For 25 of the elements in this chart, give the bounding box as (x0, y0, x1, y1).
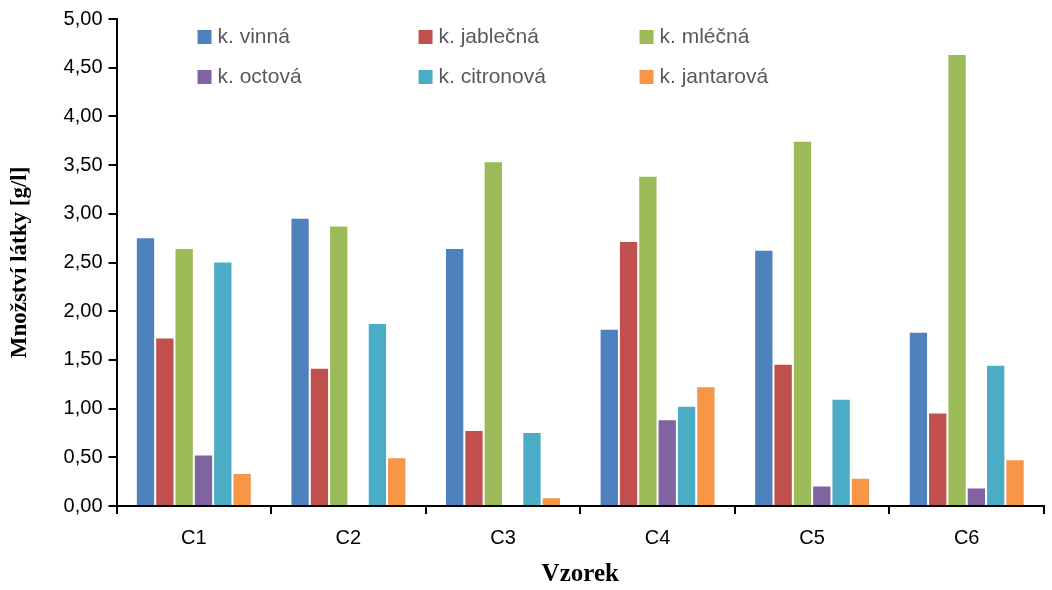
y-tick-label: 0,50 (63, 444, 103, 467)
x-tick-label: C6 (953, 525, 980, 548)
x-tick-label: C2 (335, 525, 362, 548)
legend-label: k. jablečná (438, 23, 540, 47)
x-tick-label: C4 (644, 525, 671, 548)
y-tick-label: 4,00 (63, 103, 103, 126)
y-tick-label: 0,00 (63, 493, 103, 516)
y-tick-label: 3,00 (63, 201, 103, 224)
y-tick-label: 5,00 (63, 6, 103, 29)
legend-label: k. octová (217, 63, 302, 87)
legend-label: k. jantarová (659, 63, 769, 87)
y-axis-title: Množství látky [g/l] (5, 166, 31, 359)
legend-label: k. mléčná (659, 23, 750, 47)
x-axis-title: Vzorek (541, 559, 620, 587)
x-tick-label: C1 (181, 525, 207, 548)
y-tick-label: 4,50 (63, 55, 103, 78)
x-tick-label: C5 (799, 525, 825, 548)
y-tick-label: 2,00 (63, 298, 103, 321)
x-tick-label: C3 (490, 525, 516, 548)
y-tick-label: 1,50 (63, 347, 103, 370)
y-tick-label: 2,50 (63, 250, 103, 273)
y-tick-label: 3,50 (63, 152, 103, 175)
legend-label: k. vinná (217, 23, 291, 47)
y-tick-label: 1,00 (63, 396, 103, 419)
legend-label: k. citronová (438, 63, 547, 87)
